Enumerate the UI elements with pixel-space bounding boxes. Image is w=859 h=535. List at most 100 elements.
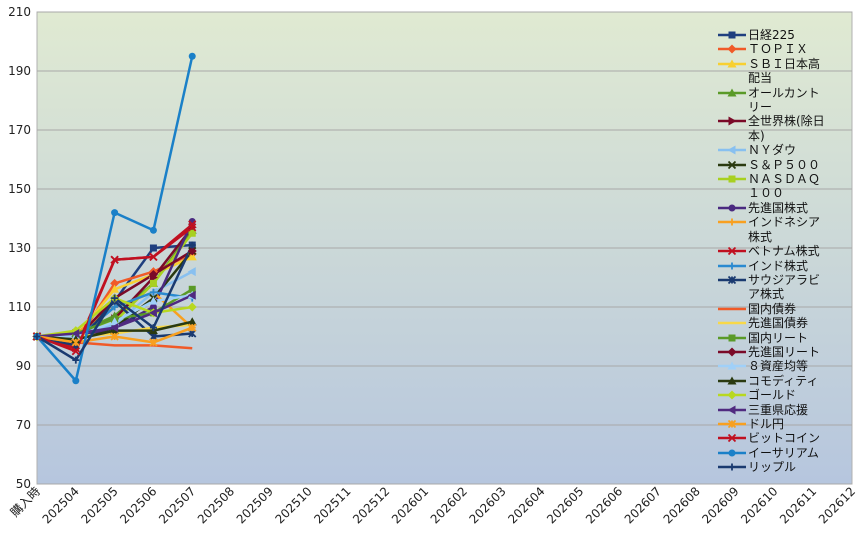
- marker: [727, 59, 737, 68]
- legend-swatch: [718, 204, 746, 212]
- y-tick-label: 210: [8, 5, 31, 19]
- marker: [187, 290, 196, 300]
- marker: [71, 338, 80, 347]
- marker: [188, 323, 197, 332]
- legend-swatch: [718, 31, 746, 39]
- legend-label: ＳＢＩ日本高配当: [748, 56, 821, 86]
- legend-label: 全世界株(除日本): [748, 114, 825, 143]
- legend-label: 国内債券: [748, 301, 797, 316]
- marker: [727, 347, 737, 357]
- legend-item: ＮＹダウ: [716, 143, 828, 157]
- x-tick-label: 202609: [699, 484, 741, 526]
- legend-swatch: [718, 145, 746, 155]
- legend-item: サウジアラビア株式: [716, 273, 828, 302]
- x-tick-label: 202606: [583, 484, 625, 526]
- marker: [33, 333, 41, 340]
- marker: [111, 294, 119, 302]
- marker: [727, 275, 737, 285]
- legend: 日経225 ＴＯＰＩＸ ＳＢＩ日本高配当 オールカントリー 全世界株(除日本) ＮＹダウ Ｓ…: [716, 28, 828, 475]
- legend-swatch: [718, 390, 746, 400]
- marker: [187, 302, 197, 312]
- marker: [187, 252, 197, 261]
- marker: [187, 267, 196, 277]
- legend-item: 国内リート: [716, 331, 828, 345]
- x-tick-label: 202602: [428, 484, 470, 526]
- marker: [148, 270, 158, 280]
- legend-swatch: [718, 44, 746, 54]
- marker: [188, 223, 197, 232]
- legend-label: Ｓ＆Ｐ５００: [748, 157, 821, 172]
- marker: [110, 317, 120, 326]
- legend-item: ゴールド: [716, 388, 828, 402]
- legend-item: オールカントリー: [716, 86, 828, 115]
- legend-item: 先進国債券: [716, 316, 828, 330]
- marker: [71, 347, 80, 356]
- legend-item: リップル: [716, 460, 828, 474]
- legend-item: イーサリアム: [716, 446, 828, 460]
- y-tick-label: 110: [8, 300, 31, 314]
- marker: [728, 116, 737, 126]
- legend-item: 先進国株式: [716, 201, 828, 215]
- legend-swatch: [718, 361, 746, 370]
- marker: [72, 377, 80, 385]
- x-tick-label: 202506: [117, 484, 159, 526]
- x-tick-label: 202509: [234, 484, 276, 526]
- x-tick-label: 202505: [78, 484, 120, 526]
- legend-swatch: [718, 275, 746, 285]
- y-tick-label: 150: [8, 182, 31, 196]
- legend-label: 日経225: [748, 28, 795, 42]
- x-tick-label: 202504: [40, 484, 82, 526]
- marker: [728, 334, 736, 342]
- marker: [188, 285, 196, 293]
- marker: [187, 246, 197, 256]
- legend-swatch: [718, 347, 746, 357]
- marker: [148, 308, 157, 318]
- marker: [71, 329, 80, 339]
- legend-label: コモディティ: [748, 373, 819, 388]
- y-tick-label: 170: [8, 123, 31, 137]
- marker: [110, 284, 120, 293]
- legend-item: ドル円: [716, 417, 828, 431]
- marker: [110, 278, 120, 288]
- legend-label: 先進国債券: [748, 316, 809, 331]
- marker: [188, 220, 197, 229]
- x-tick-label: 202605: [544, 484, 586, 526]
- legend-swatch: [718, 307, 746, 310]
- marker: [728, 463, 736, 471]
- legend-item: ビットコイン: [716, 431, 828, 445]
- x-tick-label: 202601: [389, 484, 431, 526]
- legend-label: ビットコイン: [748, 431, 821, 446]
- legend-swatch: [718, 246, 746, 256]
- legend-item: 先進国リート: [716, 345, 828, 359]
- marker: [110, 332, 119, 341]
- marker: [111, 303, 119, 311]
- marker: [727, 246, 737, 256]
- marker: [728, 175, 736, 183]
- legend-item: 国内債券: [716, 302, 828, 316]
- marker: [727, 145, 736, 155]
- legend-item: ８資産均等: [716, 359, 828, 373]
- x-tick-label: 202512: [350, 484, 392, 526]
- y-tick-label: 190: [8, 64, 31, 78]
- legend-swatch: [718, 405, 746, 415]
- marker: [187, 317, 197, 326]
- legend-label: インドネシア株式: [748, 215, 821, 244]
- legend-label: インド株式: [748, 258, 809, 273]
- x-tick-label: 202604: [505, 484, 547, 526]
- legend-swatch: [718, 449, 746, 457]
- legend-swatch: [718, 419, 746, 429]
- marker: [149, 279, 157, 287]
- marker: [149, 244, 157, 252]
- y-tick-label: 130: [8, 241, 31, 255]
- marker: [728, 218, 736, 226]
- marker: [727, 390, 737, 400]
- legend-item: インドネシア株式: [716, 215, 828, 244]
- legend-item: インド株式: [716, 259, 828, 273]
- legend-label: 先進国株式: [748, 200, 809, 215]
- legend-swatch: [718, 218, 746, 226]
- legend-swatch: [718, 321, 746, 325]
- legend-item: ＮＡＳＤＡＱ１００: [716, 172, 828, 201]
- marker: [110, 323, 119, 333]
- marker: [728, 31, 736, 39]
- legend-label: ドル円: [748, 416, 785, 431]
